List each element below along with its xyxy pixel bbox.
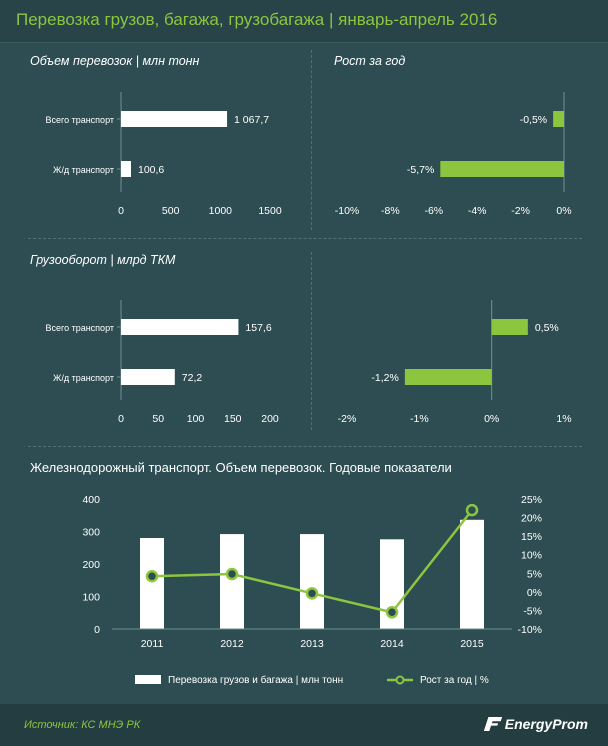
bar <box>121 319 239 335</box>
category-label: Всего транспорт <box>45 323 114 333</box>
bar <box>553 111 564 127</box>
x-tick-label: 2013 <box>300 638 324 650</box>
bar <box>460 519 484 629</box>
header: Перевозка грузов, багажа, грузобагажа | … <box>0 0 608 43</box>
growth-point <box>465 503 479 517</box>
y-left-tick-label: 400 <box>82 494 100 506</box>
legend-marker-line <box>395 675 405 685</box>
category-label: Ж/д транспорт <box>53 373 114 383</box>
panel-divider <box>311 252 312 430</box>
section-divider <box>28 238 582 239</box>
bar <box>440 161 564 177</box>
data-label: -0,5% <box>520 114 547 126</box>
footer: Источник: КС МНЭ РК EnergyProm <box>0 704 608 746</box>
x-tick-label: 0% <box>484 413 499 425</box>
source-note: Источник: КС МНЭ РК <box>24 719 141 731</box>
y-left-tick-label: 0 <box>94 624 100 636</box>
data-label: -5,7% <box>407 164 434 176</box>
x-tick-label: -1% <box>410 413 429 425</box>
volume-title: Объем перевозок | млн тонн <box>30 54 200 68</box>
data-label: 100,6 <box>138 164 164 176</box>
growth-point <box>145 570 159 583</box>
y-left-tick-label: 300 <box>82 527 100 539</box>
bar <box>140 538 164 629</box>
bar <box>121 161 131 177</box>
volume-growth-chart: -0,5% -5,7% -10% -8% -6% -4% -2% 0% <box>335 92 572 217</box>
data-label: 0,5% <box>535 322 559 334</box>
x-tick-label: -4% <box>468 205 487 217</box>
y-right-tick-label: -5% <box>523 605 542 617</box>
growth-title: Рост за год <box>334 54 406 68</box>
legend-label-line: Рост за год | % <box>420 675 489 686</box>
bar <box>121 369 175 385</box>
bar <box>121 111 228 127</box>
y-right-tick-label: 0% <box>527 587 542 599</box>
category-label: Ж/д транспорт <box>53 165 114 175</box>
x-tick-label: 0% <box>556 205 571 217</box>
y-right-tick-label: 25% <box>521 494 542 506</box>
x-tick-label: 2012 <box>220 638 244 650</box>
page-title: Перевозка грузов, багажа, грузобагажа | … <box>16 10 498 29</box>
turnover-title: Грузооборот | млрд ТКМ <box>30 253 176 267</box>
x-tick-label: 200 <box>261 413 279 425</box>
data-label: -1,2% <box>371 372 398 384</box>
data-label: 72,2 <box>182 372 203 384</box>
logo: EnergyProm <box>486 716 588 732</box>
x-tick-label: -2% <box>338 413 357 425</box>
x-tick-label: 150 <box>224 413 242 425</box>
y-right-tick-label: 15% <box>521 531 542 543</box>
growth-point <box>225 567 239 581</box>
x-tick-label: 2015 <box>460 638 484 650</box>
section-divider <box>28 446 582 447</box>
bar <box>491 319 528 335</box>
x-tick-label: -8% <box>381 205 400 217</box>
x-tick-label: -6% <box>424 205 443 217</box>
bar <box>300 534 324 629</box>
y-left-tick-label: 100 <box>82 592 100 604</box>
x-tick-label: 50 <box>152 413 164 425</box>
bar <box>404 369 492 385</box>
x-tick-label: 1000 <box>209 205 233 217</box>
turnover-growth-chart: 0,5% -1,2% -2% -1% 0% 1% <box>338 300 572 425</box>
y-right-tick-label: 20% <box>521 513 542 525</box>
data-label: 157,6 <box>245 322 271 334</box>
logo-text: EnergyProm <box>504 716 588 732</box>
x-tick-label: 1500 <box>258 205 282 217</box>
annual-chart: Железнодорожный транспорт. Объем перевоз… <box>30 460 542 686</box>
x-tick-label: 500 <box>162 205 180 217</box>
y-right-tick-label: -10% <box>517 624 542 636</box>
legend-label-bars: Перевозка грузов и багажа | млн тонн <box>168 674 343 686</box>
x-tick-label: -2% <box>511 205 530 217</box>
x-tick-label: 2014 <box>380 638 404 650</box>
x-tick-label: -10% <box>335 205 360 217</box>
logo-icon <box>483 717 502 731</box>
x-tick-label: 1% <box>556 413 571 425</box>
x-tick-label: 2011 <box>141 638 164 650</box>
legend-swatch-bars <box>135 675 161 684</box>
growth-point <box>385 606 399 619</box>
y-left-tick-label: 200 <box>82 559 100 571</box>
panel-divider <box>311 50 312 230</box>
bar <box>220 534 244 629</box>
x-tick-label: 0 <box>118 205 124 217</box>
growth-point <box>305 587 319 600</box>
y-right-tick-label: 5% <box>527 568 542 580</box>
category-label: Всего транспорт <box>45 115 114 125</box>
x-tick-label: 0 <box>118 413 124 425</box>
turnover-chart: Всего транспорт 157,6 Ж/д транспорт 72,2 0 50… <box>45 300 279 425</box>
y-right-tick-label: 10% <box>521 550 542 562</box>
chart-title: Железнодорожный транспорт. Объем перевоз… <box>30 460 452 475</box>
x-tick-label: 100 <box>187 413 205 425</box>
volume-chart: Всего транспорт 1 067,7 Ж/д транспорт 100,6… <box>45 92 282 217</box>
data-label: 1 067,7 <box>234 114 269 126</box>
